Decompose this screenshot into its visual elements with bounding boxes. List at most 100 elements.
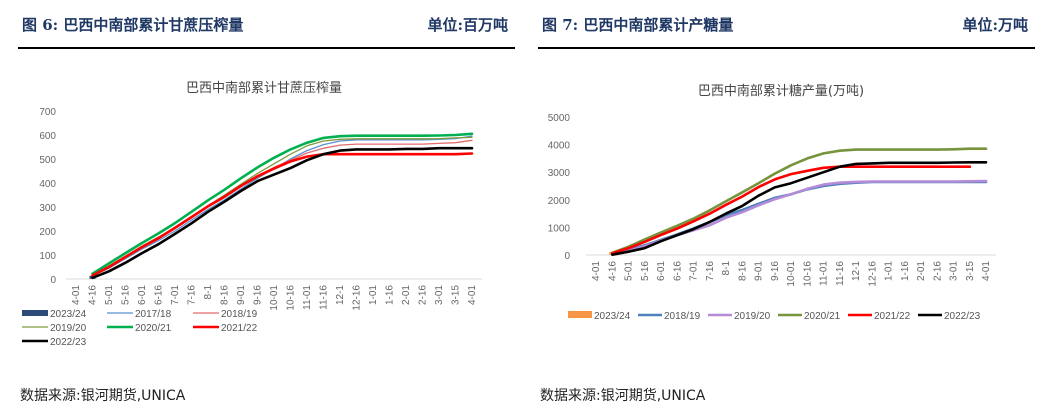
legend-label: 2020/21: [804, 311, 841, 322]
x-tick-label: 3-15: [965, 261, 976, 281]
x-tick-label: 3-01: [434, 285, 445, 305]
figure-unit: 单位:万吨: [962, 16, 1028, 34]
sugar-production-chart: 巴西中南部累计糖产量(万吨) 0 1000 2000 3000 4000 5000 4-01 4…: [548, 83, 996, 322]
chart-title: 巴西中南部累计糖产量(万吨): [698, 83, 864, 99]
x-tick-label: 11-16: [319, 285, 330, 310]
x-tick-label: 5-16: [121, 285, 132, 305]
x-tick-label: 11-16: [835, 261, 846, 286]
legend-label: 2018/19: [221, 309, 258, 320]
y-tick-label: 0: [564, 251, 570, 262]
legend-label: 2021/22: [874, 311, 911, 322]
legend-label: 2022/23: [50, 337, 87, 348]
x-tick-label: 4-16: [607, 261, 618, 281]
x-tick-label: 10-01: [786, 261, 797, 287]
x-tick-label: 5-16: [640, 261, 651, 281]
series-line: [91, 132, 474, 275]
x-tick-label: 5-01: [624, 261, 635, 281]
cane-crush-chart: 巴西中南部累计甘蔗压榨量 0 100 200 300 400 500 600 700 4-01 4-…: [22, 80, 482, 348]
legend-label: 2023/24: [594, 311, 631, 322]
x-tick-label: 1-01: [368, 285, 379, 305]
x-tick-label: 7-16: [705, 261, 716, 281]
x-tick-label: 2-16: [418, 285, 429, 305]
y-tick-label: 5000: [548, 113, 571, 124]
chart-title: 巴西中南部累计甘蔗压榨量: [186, 80, 342, 96]
legend-swatch: [568, 311, 592, 318]
x-tick-label: 8-1: [721, 261, 732, 276]
x-tick-label: 4-01: [467, 285, 478, 305]
legend-swatch: [22, 310, 48, 316]
y-tick-label: 4000: [548, 141, 571, 152]
legend-label: 2021/22: [221, 323, 258, 334]
figure-header: 图 6: 巴西中南部累计甘蔗压榨量 单位:百万吨: [18, 14, 518, 38]
source-note: 数据来源:银河期货,UNICA: [540, 388, 706, 404]
y-tick-label: 300: [39, 203, 56, 214]
x-tick-label: 12-16: [867, 261, 878, 287]
x-tick-label: 6-01: [656, 261, 667, 281]
series-line: [91, 136, 473, 276]
legend-label: 2022/23: [944, 311, 981, 322]
y-tick-label: 2000: [548, 196, 571, 207]
x-tick-label: 9-01: [236, 285, 247, 305]
x-tick-label: 9-16: [770, 261, 781, 281]
y-tick-label: 700: [39, 107, 56, 118]
x-tick-label: 4-01: [71, 285, 82, 305]
x-tick-label: 6-16: [154, 285, 165, 305]
x-tick-label: 8-16: [220, 285, 231, 305]
y-tick-label: 200: [39, 227, 56, 238]
x-tick-label: 10-16: [286, 285, 297, 311]
x-tick-label: 3-01: [949, 261, 960, 281]
x-tick-label: 6-16: [672, 261, 683, 281]
series-line: [91, 139, 473, 277]
figure-7-panel: 图 7: 巴西中南部累计产糖量 单位:万吨 巴西中南部累计糖产量(万吨) 0 100…: [538, 0, 1037, 415]
legend-label: 2023/24: [50, 309, 87, 320]
figure-6-panel: 图 6: 巴西中南部累计甘蔗压榨量 单位:百万吨 巴西中南部累计甘蔗压榨量 0 10…: [18, 0, 518, 415]
y-tick-label: 3000: [548, 168, 571, 179]
x-tick-label: 9-01: [754, 261, 765, 281]
source-note: 数据来源:银河期货,UNICA: [20, 388, 186, 404]
legend-label: 2019/20: [50, 323, 87, 334]
x-tick-label: 1-16: [900, 261, 911, 281]
series-line: [611, 161, 988, 256]
x-tick-label: 7-01: [689, 261, 700, 281]
y-tick-label: 500: [39, 155, 56, 166]
x-tick-label: 7-16: [187, 285, 198, 305]
series-line: [611, 179, 988, 256]
legend-label: 2017/18: [135, 309, 172, 320]
x-tick-label: 2-01: [401, 285, 412, 305]
x-tick-label: 10-01: [269, 285, 280, 311]
y-tick-label: 400: [39, 179, 56, 190]
legend-label: 2020/21: [135, 323, 172, 334]
series-line: [91, 152, 474, 277]
y-tick-label: 0: [50, 275, 56, 286]
x-tick-label: 9-16: [253, 285, 264, 305]
series-line: [91, 146, 474, 280]
x-tick-label: 4-16: [88, 285, 99, 305]
x-tick-label: 7-01: [170, 285, 181, 305]
figure-unit: 单位:百万吨: [427, 16, 508, 34]
x-tick-label: 1-16: [385, 285, 396, 305]
figure-title: 图 7: 巴西中南部累计产糖量: [542, 16, 734, 34]
legend-label: 2019/20: [734, 311, 771, 322]
x-tick-label: 10-16: [802, 261, 813, 287]
x-tick-label: 11-01: [819, 261, 830, 286]
series-line: [611, 165, 972, 255]
x-tick-label: 1-01: [884, 261, 895, 281]
x-tick-label: 12-1: [335, 285, 346, 305]
y-tick-label: 600: [39, 131, 56, 142]
x-tick-label: 2-16: [932, 261, 943, 281]
x-tick-label: 2-01: [916, 261, 927, 281]
header-rule: [18, 47, 515, 49]
x-tick-label: 4-01: [591, 261, 602, 281]
x-tick-label: 4-01: [981, 261, 992, 281]
legend-label: 2018/19: [664, 311, 701, 322]
header-rule: [538, 47, 1035, 49]
x-tick-label: 8-16: [737, 261, 748, 281]
x-tick-label: 12-1: [851, 261, 862, 281]
series-line: [91, 135, 473, 277]
x-tick-label: 12-16: [352, 285, 363, 311]
x-tick-label: 3-15: [451, 285, 462, 305]
y-tick-label: 100: [39, 251, 56, 262]
x-tick-label: 8-1: [203, 285, 214, 300]
x-tick-label: 11-01: [302, 285, 313, 310]
figure-header: 图 7: 巴西中南部累计产糖量 单位:万吨: [538, 14, 1037, 38]
